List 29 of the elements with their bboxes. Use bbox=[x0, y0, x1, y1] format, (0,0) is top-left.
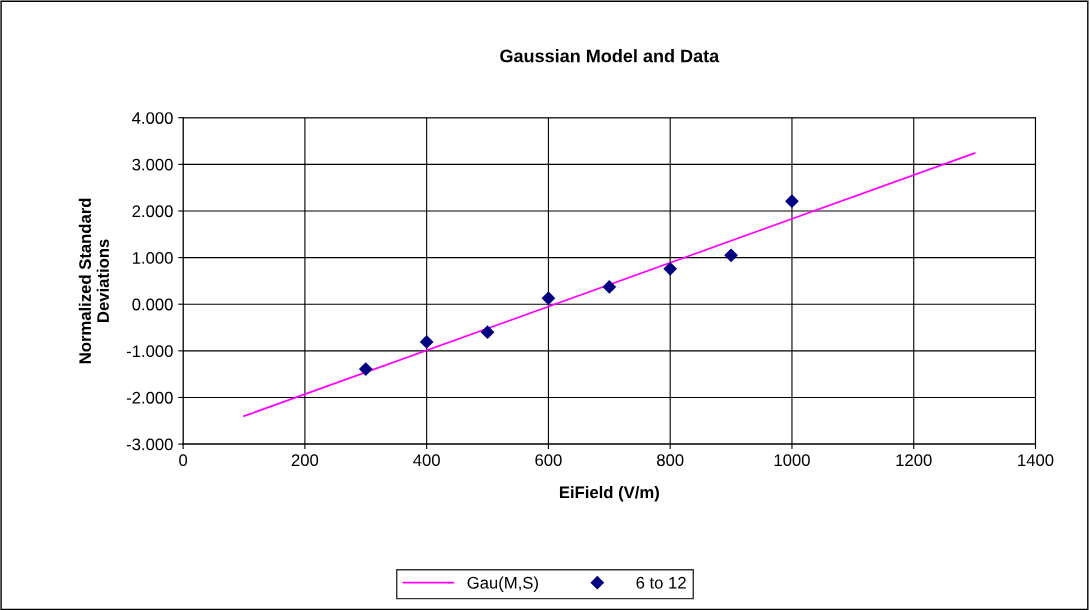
y-tick-label: 1.000 bbox=[132, 252, 173, 264]
y-axis-title: Normalized Standard Deviations bbox=[78, 198, 109, 364]
y-tick-label: -2.000 bbox=[126, 391, 173, 404]
legend-label: 6 to 12 bbox=[636, 576, 686, 589]
x-tick-label: 200 bbox=[291, 454, 319, 467]
point bbox=[359, 362, 373, 376]
y-tick-label: 3.000 bbox=[132, 158, 173, 171]
legend-label: Gau(M,S) bbox=[467, 576, 538, 592]
x-tick-label: 1000 bbox=[774, 454, 810, 467]
point bbox=[480, 325, 495, 339]
x-tick-label: 600 bbox=[535, 454, 562, 467]
x-tick-label: 1400 bbox=[1018, 454, 1054, 467]
chart-title: Gaussian Model and Data bbox=[500, 49, 720, 63]
y-tick-label: 0.000 bbox=[132, 298, 173, 311]
y-tick-label: 2.000 bbox=[132, 205, 173, 218]
y-tick-label: 4.000 bbox=[132, 112, 173, 124]
x-tick-label: 800 bbox=[657, 454, 684, 467]
y-tick-label: -3.000 bbox=[126, 438, 173, 451]
point bbox=[663, 262, 677, 276]
point bbox=[724, 248, 738, 262]
x-tick-label: 400 bbox=[413, 454, 440, 467]
point bbox=[420, 335, 434, 349]
x-tick-label: 0 bbox=[179, 454, 188, 467]
x-axis-title: EiField (V/m) bbox=[559, 486, 659, 502]
point bbox=[602, 280, 616, 294]
point bbox=[785, 194, 799, 208]
y-tick-label: -1.000 bbox=[126, 345, 173, 358]
point bbox=[541, 291, 556, 305]
x-tick-label: 1200 bbox=[896, 454, 932, 467]
